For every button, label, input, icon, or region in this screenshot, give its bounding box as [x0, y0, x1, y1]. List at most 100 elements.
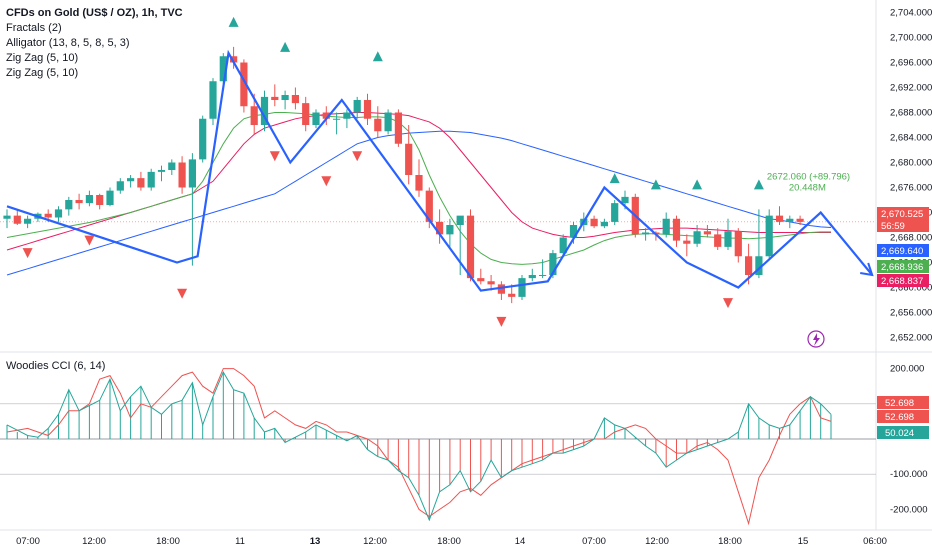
candle-body [487, 281, 495, 285]
time-axis-tick: 07:00 [582, 536, 606, 547]
candle-body [333, 118, 341, 120]
candle-body [250, 106, 258, 125]
candle-body [137, 178, 145, 188]
time-axis-tick: 13 [310, 536, 321, 547]
candle-body [302, 103, 310, 125]
fractal-down-marker [321, 176, 332, 187]
candle-body [477, 278, 485, 282]
candle-body [497, 284, 505, 294]
candle-body [157, 170, 166, 172]
candle-body [456, 215, 464, 225]
fractal-up-marker [228, 16, 239, 27]
alligator-jaw-line [6, 130, 832, 276]
candle-body [24, 218, 32, 224]
price-label-box [877, 207, 929, 220]
candle-body [693, 231, 701, 244]
candle-body [642, 232, 650, 235]
candle-body [683, 240, 691, 244]
candle-body [384, 112, 392, 132]
price-axis-tick: 2,700.000 [890, 33, 932, 44]
chart-title: CFDs on Gold (US$ / OZ), 1h, TVC [6, 7, 183, 19]
candle-body [786, 218, 794, 222]
legend-fractals: Fractals (2) [6, 22, 62, 34]
candle-body [672, 218, 681, 241]
price-axis-tick: 2,696.000 [890, 58, 932, 69]
candle-body [188, 159, 196, 188]
chart-legend: CFDs on Gold (US$ / OZ), 1h, TVC Fractal… [6, 6, 183, 81]
candle-body [734, 231, 742, 257]
legend-zigzag-1: Zig Zag (5, 10) [6, 52, 79, 64]
time-axis-tick: 07:00 [16, 536, 40, 547]
price-label-box [877, 244, 929, 257]
fractal-down-marker [269, 151, 280, 162]
fractal-up-marker [609, 173, 620, 184]
cci-axis-tick: -200.000 [890, 504, 928, 515]
candle-body [178, 162, 186, 188]
price-label-box [877, 260, 929, 273]
candle-body [775, 215, 784, 222]
cci-axis-tick: -100.000 [890, 469, 928, 480]
fractal-down-marker [177, 288, 188, 299]
fractal-down-marker [723, 298, 733, 309]
fractal-up-marker [372, 51, 383, 62]
legend-alligator: Alligator (13, 8, 5, 8, 5, 3) [6, 37, 130, 49]
lightning-icon-bolt [813, 333, 820, 346]
price-axis-tick: 2,684.000 [890, 133, 932, 144]
candle-body [312, 112, 320, 125]
price-label-text: 2,670.525 [881, 209, 923, 220]
candle-body [291, 95, 299, 104]
cci-value-label-box [877, 396, 929, 409]
fractal-down-marker [496, 316, 507, 327]
candle-body [590, 218, 598, 227]
candle-body [85, 195, 93, 204]
candle-body [446, 225, 454, 235]
candle-body [415, 175, 423, 191]
candle-body [405, 143, 413, 175]
price-axis-tick: 2,688.000 [890, 108, 932, 119]
candle-body [54, 209, 63, 218]
candle-body [549, 253, 557, 275]
candle-body [240, 62, 248, 107]
candle-body [466, 215, 475, 279]
time-axis-tick: 18:00 [437, 536, 461, 547]
candle-body [755, 256, 763, 275]
candle-body [343, 112, 351, 119]
candle-body [96, 195, 104, 205]
candle-body [353, 100, 361, 113]
candle-body [44, 213, 52, 218]
candle-body [559, 237, 567, 254]
price-axis-tick: 2,668.000 [890, 233, 932, 244]
fractal-down-marker [84, 235, 95, 246]
price-label-text: 2,669.640 [881, 246, 923, 257]
price-label-text: 2,668.837 [881, 276, 923, 287]
price-axis-tick: 2,656.000 [890, 308, 932, 319]
candle-body [374, 118, 382, 132]
cci-value-label-box [877, 410, 929, 423]
candle-body [600, 221, 608, 227]
price-label-text: 2,668.936 [881, 262, 923, 273]
cci-axis-tick: 200.000 [890, 364, 924, 375]
cci-legend: Woodies CCI (6, 14) [6, 360, 106, 372]
candle-body [271, 96, 279, 100]
fractal-down-marker [352, 151, 363, 162]
candle-body [394, 112, 402, 144]
candle-body [508, 293, 516, 297]
candle-body [662, 218, 670, 235]
time-axis-tick: 15 [798, 536, 809, 547]
candle-body [199, 118, 207, 160]
candle-body [65, 200, 73, 210]
tci-line [6, 368, 832, 526]
price-axis-tick: 2,676.000 [890, 183, 932, 194]
candle-body [116, 181, 124, 191]
candle-body [518, 278, 526, 297]
candle-body [219, 56, 227, 82]
candle-body [13, 215, 21, 224]
high-annotation-price: 2672.060 (+89.796) [767, 172, 850, 183]
candle-body [168, 162, 176, 170]
candle-body [714, 234, 722, 247]
fractal-down-marker [22, 248, 33, 259]
fractal-up-marker [753, 179, 764, 190]
candle-body [322, 112, 330, 119]
candle-body [703, 231, 711, 235]
